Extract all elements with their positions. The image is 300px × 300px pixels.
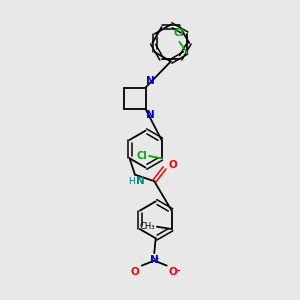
Text: H: H [128,177,135,186]
Text: N: N [146,76,155,86]
Text: N: N [146,110,155,121]
Text: Cl: Cl [173,28,184,38]
Text: N: N [136,176,145,186]
Text: O: O [130,267,139,277]
Text: O: O [168,267,177,277]
Text: N: N [150,255,159,265]
Text: CH₃: CH₃ [140,222,155,231]
Text: +: + [154,256,160,262]
Text: Cl: Cl [137,151,148,161]
Text: -: - [175,266,180,276]
Text: O: O [168,160,177,170]
